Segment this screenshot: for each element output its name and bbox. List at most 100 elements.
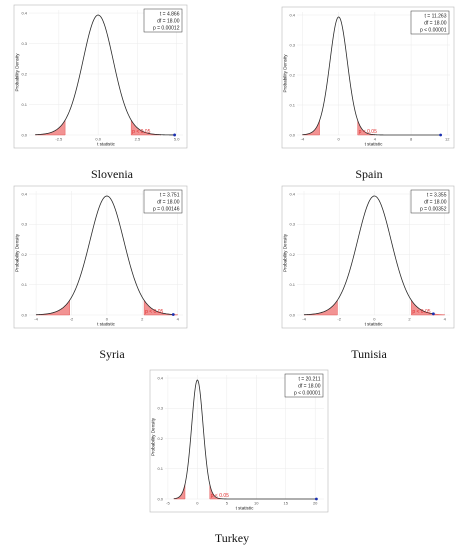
y-tick-label: 0.3 (21, 41, 27, 46)
stats-box (143, 8, 183, 33)
x-axis-title: t statistic (236, 506, 255, 511)
x-axis-title: t statistic (97, 322, 116, 327)
y-axis-title: Probability Density (15, 53, 20, 92)
y-tick-label: 0.0 (157, 496, 163, 501)
country-label: Spain (355, 167, 382, 181)
x-tick-label: -4 (301, 137, 305, 142)
x-tick-label: -5 (166, 501, 170, 506)
y-tick-label: 0.4 (289, 12, 295, 17)
observed-t-point (173, 133, 177, 137)
density-curve (304, 195, 434, 316)
chart-panel-spain: p < 0.05 -4 0 4 8 12 0.0 0.1 0.2 0.3 0.4 t statisti… (281, 6, 455, 181)
chart-panel-turkey: p < 0.05 -5 0 5 10 15 20 0.0 0.1 0.2 0.3 0.4 t stati… (149, 369, 329, 545)
x-tick-label: 2 (141, 317, 144, 322)
stats-line: t = 3.355 (427, 193, 447, 199)
y-tick-label: 0.4 (21, 10, 27, 15)
y-tick-label: 0.0 (21, 312, 27, 317)
x-tick-label: 0 (196, 501, 199, 506)
stats-line: df = 18.00 (157, 200, 180, 206)
stats-line: df = 18.00 (298, 384, 321, 390)
x-tick-label: 12 (445, 137, 450, 142)
chart-panel-syria: p < 0.05 -4 -2 0 2 4 0.0 0.1 0.2 0.3 0.4 t statisti… (13, 185, 188, 361)
stats-line: t = 3.751 (160, 193, 180, 199)
country-label: Turkey (215, 531, 249, 545)
stats-line: t = 11.263 (424, 14, 446, 20)
stats-box (410, 10, 450, 35)
stats-line: df = 18.00 (424, 21, 447, 27)
stats-line: t = 4.866 (160, 12, 180, 18)
x-tick-label: 2 (408, 317, 411, 322)
observed-t-point (439, 133, 443, 137)
y-tick-label: 0.1 (289, 102, 295, 107)
stats-line: df = 18.00 (424, 200, 447, 206)
y-tick-label: 0.1 (157, 466, 163, 471)
x-tick-label: 10 (254, 501, 259, 506)
x-tick-label: 20 (313, 501, 318, 506)
y-tick-label: 0.2 (21, 252, 27, 257)
country-label: Syria (99, 347, 125, 361)
y-tick-label: 0.3 (289, 42, 295, 47)
y-tick-label: 0.0 (289, 132, 295, 137)
x-axis-title: t statistic (365, 142, 384, 147)
x-tick-label: 4 (374, 137, 377, 142)
stats-line: p = 0.00012 (153, 26, 180, 32)
y-tick-label: 0.1 (21, 102, 27, 107)
y-tick-label: 0.3 (157, 406, 163, 411)
stats-box (284, 373, 324, 398)
x-tick-label: 0 (373, 317, 376, 322)
y-tick-label: 0.2 (289, 252, 295, 257)
y-axis-title: Probability Density (15, 233, 20, 272)
x-tick-label: 15 (283, 501, 288, 506)
chart-panel-slovenia: p < 0.05 -2.5 0.0 2.5 5.0 0.0 0.1 0.2 0.3 0.4 t st… (13, 4, 188, 181)
significance-label: p < 0.05 (132, 129, 150, 135)
x-tick-label: -4 (34, 317, 38, 322)
density-curve (173, 379, 317, 500)
stats-box (410, 189, 450, 214)
x-tick-label: 0.0 (95, 137, 101, 142)
x-tick-label: -2 (337, 317, 341, 322)
stats-line: p < 0.00001 (294, 391, 321, 397)
stats-line: t = 20.211 (298, 377, 320, 383)
y-tick-label: 0.2 (289, 72, 295, 77)
y-tick-label: 0.2 (21, 71, 27, 76)
x-tick-label: 5 (226, 501, 229, 506)
y-axis-title: Probability Density (283, 54, 288, 93)
significance-label: p < 0.05 (412, 309, 430, 315)
x-tick-label: -2 (70, 317, 74, 322)
y-tick-label: 0.0 (21, 132, 27, 137)
country-label: Slovenia (91, 167, 134, 181)
x-tick-label: 0 (338, 137, 341, 142)
significance-label: p < 0.05 (359, 129, 377, 135)
x-axis-title: t statistic (97, 142, 116, 147)
stats-box (143, 189, 183, 214)
observed-t-point (431, 312, 435, 316)
x-tick-label: 2.5 (135, 137, 141, 142)
stats-line: p = 0.00146 (153, 207, 180, 213)
y-tick-label: 0.4 (157, 375, 163, 380)
y-tick-label: 0.4 (289, 191, 295, 196)
stats-line: p = 0.00352 (420, 207, 447, 213)
x-tick-label: 5.0 (174, 137, 180, 142)
x-tick-label: 8 (410, 137, 413, 142)
density-curve (302, 16, 441, 136)
significance-label: p < 0.05 (145, 309, 163, 315)
x-tick-label: -4 (302, 317, 306, 322)
y-tick-label: 0.2 (157, 436, 163, 441)
y-tick-label: 0.1 (21, 282, 27, 287)
x-tick-label: 0 (106, 317, 109, 322)
y-tick-label: 0.3 (21, 222, 27, 227)
y-axis-title: Probability Density (151, 417, 156, 456)
y-tick-label: 0.3 (289, 222, 295, 227)
observed-t-point (171, 313, 175, 316)
y-tick-label: 0.0 (289, 312, 295, 317)
chart-panel-tunisia: p < 0.05 -4 -2 0 2 4 0.0 0.1 0.2 0.3 0.4 t statisti… (281, 185, 455, 361)
stats-line: p < 0.00001 (420, 28, 447, 34)
stats-line: df = 18.00 (157, 19, 180, 25)
x-tick-label: 4 (177, 317, 180, 322)
density-curve (35, 14, 175, 136)
significance-label: p < 0.05 (211, 493, 229, 499)
x-tick-label: 4 (444, 317, 447, 322)
x-tick-label: -2.5 (55, 137, 63, 142)
y-tick-label: 0.1 (289, 282, 295, 287)
